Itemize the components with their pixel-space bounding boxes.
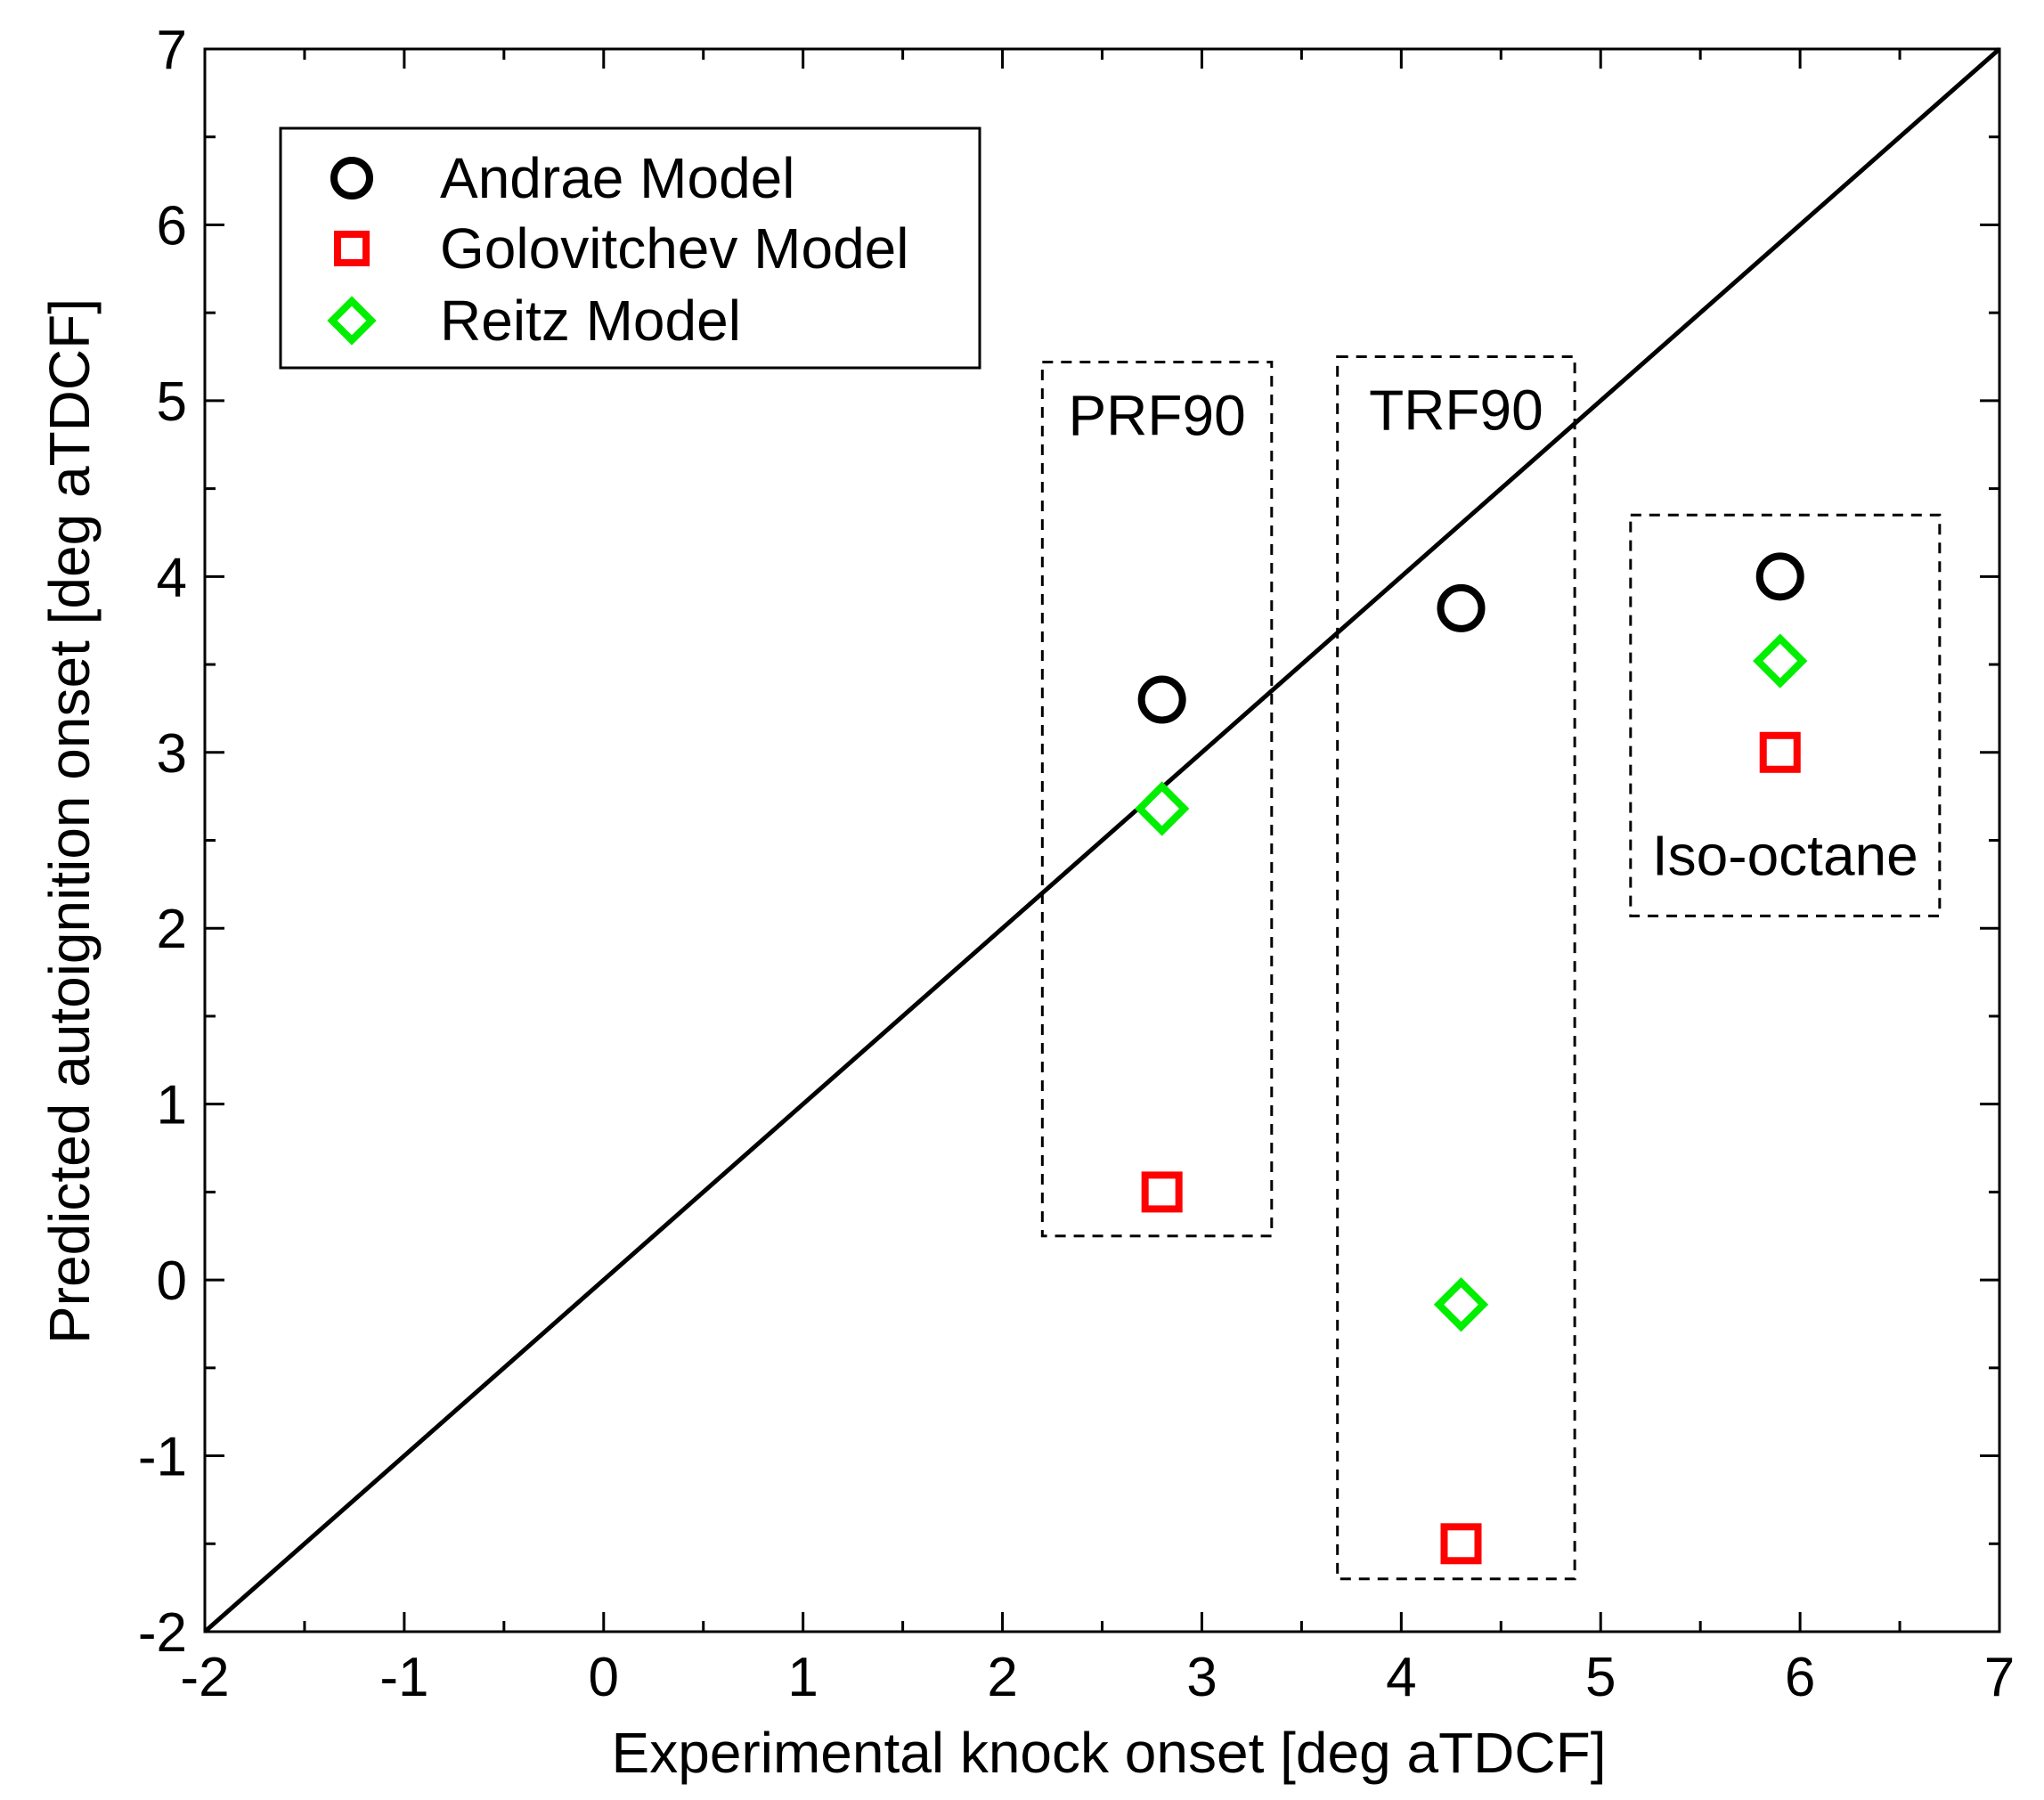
y-tick-label: 1 — [157, 1075, 187, 1136]
y-tick-label: -1 — [138, 1427, 187, 1488]
legend-box — [279, 126, 981, 370]
group-boxes-layer: PRF90 TRF90 Iso-octane — [1040, 355, 1942, 1581]
x-tick-label: 4 — [1386, 1647, 1416, 1708]
x-tick-label: 7 — [1984, 1647, 2015, 1708]
legend: Andrae Model Golovitchev Model Reitz Mod… — [279, 126, 981, 370]
y-tick-label: 4 — [157, 547, 187, 608]
y-tick-label: 3 — [157, 723, 187, 785]
x-axis-label: Experimental knock onset [deg aTDCF] — [612, 1721, 1607, 1785]
data-point-diamond — [1433, 1277, 1489, 1332]
x-tick-label: 0 — [589, 1647, 619, 1708]
data-point-square — [1141, 1171, 1183, 1213]
y-tick-label: 2 — [157, 899, 187, 960]
y-tick-label: 7 — [157, 20, 187, 81]
group-box — [1629, 513, 1942, 917]
y-tick-label: 5 — [157, 371, 187, 433]
y-tick-label: 0 — [157, 1250, 187, 1312]
x-tick-label: -1 — [379, 1647, 428, 1708]
legend-label-golovitchev: Golovitchev Model — [440, 216, 908, 281]
ticks-layer: -2 -1 0 1 2 3 4 5 6 7 -2 -1 0 1 2 3 4 5 6 7 — [138, 20, 2015, 1708]
y-tick-label: -2 — [138, 1602, 187, 1664]
group-label: TRF90 — [1369, 379, 1543, 443]
x-tick-label: 6 — [1785, 1647, 1815, 1708]
x-tick-label: 5 — [1585, 1647, 1616, 1708]
x-tick-label: 2 — [987, 1647, 1017, 1708]
x-tick-label: -2 — [180, 1647, 229, 1708]
legend-item-reitz: Reitz Model — [327, 289, 741, 353]
y-tick-label: 6 — [157, 195, 187, 257]
data-point-circle — [1137, 675, 1186, 724]
legend-label-andrae: Andrae Model — [440, 146, 794, 210]
parity-line — [203, 47, 2001, 1633]
data-point-square — [1440, 1523, 1482, 1565]
data-points-layer — [1135, 552, 1808, 1565]
data-point-circle — [1755, 552, 1804, 601]
legend-label-reitz: Reitz Model — [440, 289, 741, 353]
legend-marker-circle — [330, 157, 373, 200]
data-point-diamond — [1135, 781, 1190, 836]
legend-item-andrae: Andrae Model — [330, 146, 794, 210]
group-box — [1040, 360, 1274, 1238]
group-label: Iso-octane — [1652, 823, 1918, 887]
data-point-square — [1759, 731, 1801, 773]
data-point-circle — [1437, 583, 1486, 632]
legend-item-golovitchev: Golovitchev Model — [334, 216, 908, 281]
data-point-diamond — [1753, 633, 1808, 688]
group-box — [1336, 355, 1576, 1581]
group-label: PRF90 — [1068, 383, 1245, 447]
x-tick-label: 3 — [1186, 1647, 1217, 1708]
parity-line-layer — [203, 47, 2001, 1633]
x-tick-label: 1 — [787, 1647, 818, 1708]
legend-marker-diamond — [327, 296, 377, 346]
legend-marker-square — [334, 231, 370, 266]
y-axis-label: Predicted autoignition onset [deg aTDCF] — [37, 298, 102, 1344]
